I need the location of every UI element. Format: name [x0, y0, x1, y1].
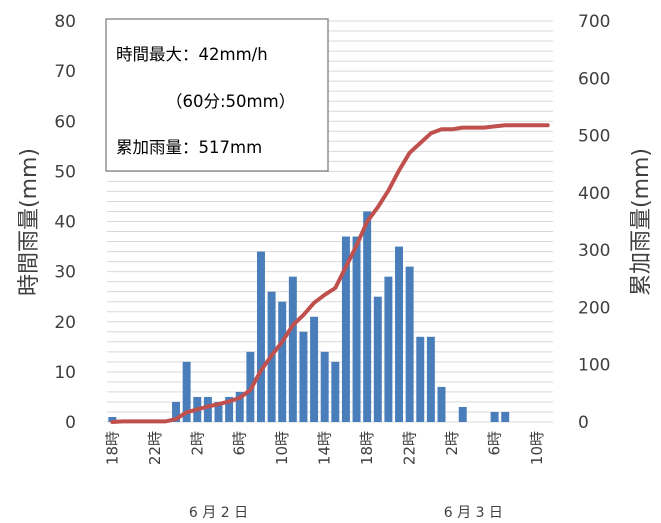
y-tick-label: 80	[54, 12, 76, 32]
rain-bar	[320, 351, 329, 422]
x-tick-label: 18時	[103, 431, 121, 465]
x-tick-label: 6時	[231, 431, 249, 456]
rain-bar	[256, 251, 265, 422]
y-tick-label: 50	[54, 162, 76, 182]
y2-tick-label: 400	[578, 184, 610, 204]
rain-bar	[235, 391, 244, 422]
annotation-max-60min: （60分:50mm）	[166, 92, 295, 111]
rain-bar	[458, 406, 467, 422]
x-tick-label: 22時	[401, 431, 419, 465]
x-tick-label: 22時	[146, 431, 164, 465]
right-axis-title: 累加雨量(mm)	[629, 148, 654, 296]
rain-bar	[288, 276, 297, 422]
rain-bar	[310, 316, 319, 422]
x-tick-label: 10時	[273, 431, 291, 465]
left-axis-title: 時間雨量(mm)	[17, 148, 42, 296]
annotation-max-hourly: 時間最大：42mm/h	[116, 45, 268, 64]
rain-bar	[384, 276, 393, 422]
rain-bar	[437, 386, 446, 422]
y-tick-label: 20	[54, 313, 76, 333]
cumulative-rain-line	[110, 123, 550, 424]
rain-bar	[331, 361, 340, 422]
rain-bar	[363, 211, 372, 422]
rain-bar	[278, 301, 287, 422]
rain-bar	[299, 331, 308, 422]
rain-bar	[214, 401, 223, 422]
y2-tick-label: 300	[578, 241, 610, 261]
rain-bar	[373, 296, 382, 422]
left-axis-ticks: 0 10 20 30 40 50 60 70 80	[54, 12, 76, 433]
rain-bar	[426, 336, 435, 422]
rain-bar	[225, 396, 234, 422]
right-axis-ticks: 0 100 200 300 400 500 600 700	[578, 12, 610, 433]
y2-tick-label: 500	[578, 127, 610, 147]
x-tick-label: 2時	[188, 431, 206, 456]
date-labels: 6 月 2 日 6 月 3 日	[189, 505, 503, 521]
rain-bar	[352, 236, 361, 422]
y-tick-label: 60	[54, 112, 76, 132]
x-tick-label: 14時	[316, 431, 334, 465]
x-tick-label: 2時	[443, 431, 461, 456]
rain-bar	[108, 416, 117, 422]
y-tick-label: 30	[54, 263, 76, 283]
rain-bar	[501, 411, 510, 422]
y-tick-label: 40	[54, 213, 76, 233]
y2-tick-label: 200	[578, 298, 610, 318]
date-label: 6 月 2 日	[189, 505, 248, 521]
y-tick-label: 0	[65, 413, 76, 433]
rain-bar	[172, 401, 181, 422]
x-tick-label: 10時	[528, 431, 546, 465]
y-tick-label: 10	[54, 363, 76, 383]
annotation-total: 累加雨量：517mm	[116, 138, 262, 157]
rain-bar	[182, 361, 191, 422]
rain-bar	[203, 396, 212, 422]
x-tick-label: 6時	[486, 431, 504, 456]
rain-bar	[405, 266, 414, 422]
annotation-box: 時間最大：42mm/h （60分:50mm） 累加雨量：517mm	[105, 18, 329, 172]
y2-tick-label: 700	[578, 12, 610, 32]
date-label: 6 月 3 日	[444, 505, 503, 521]
y-tick-label: 70	[54, 62, 76, 82]
x-tick-label: 18時	[358, 431, 376, 465]
rain-bar	[416, 336, 425, 422]
rain-bar	[490, 411, 499, 422]
y2-tick-label: 100	[578, 356, 610, 376]
hourly-rain-bars	[108, 211, 510, 422]
x-axis-ticks: 18時 22時 2時 6時 10時 14時 18時 22時 2時 6時 10時	[103, 431, 546, 465]
y2-tick-label: 600	[578, 69, 610, 89]
rain-bar	[395, 246, 404, 422]
cumulative-line	[110, 123, 550, 424]
rain-bar	[341, 236, 350, 422]
y2-tick-label: 0	[578, 413, 589, 433]
